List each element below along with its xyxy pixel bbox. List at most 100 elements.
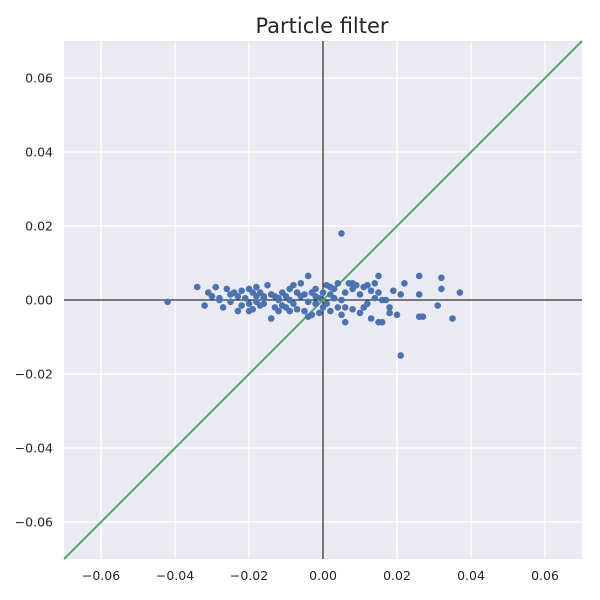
data-point	[290, 281, 297, 289]
data-point	[449, 315, 456, 322]
chart-title: Particle filter	[255, 14, 388, 38]
y-tick-label: −0.06	[15, 515, 53, 530]
y-tick-label: −0.04	[15, 441, 53, 456]
data-point	[304, 298, 312, 306]
data-point	[438, 285, 445, 293]
data-point	[367, 315, 375, 322]
y-tick-label: −0.02	[15, 367, 53, 382]
x-axis-ticks: −0.06 −0.04 −0.02 0.00 0.02 0.04 0.06	[82, 568, 559, 583]
scatter-points	[164, 230, 464, 359]
data-point	[238, 302, 245, 309]
data-point	[201, 302, 208, 309]
data-point	[216, 296, 223, 304]
data-point	[253, 298, 260, 306]
data-point	[330, 294, 338, 302]
data-point	[349, 305, 356, 313]
data-point	[304, 313, 312, 320]
y-tick-label: 0.06	[25, 71, 53, 86]
reference-lines	[63, 40, 583, 560]
x-tick-label: −0.02	[230, 568, 268, 583]
data-point	[341, 289, 349, 296]
data-point	[386, 304, 393, 311]
data-point	[316, 309, 323, 317]
data-point	[319, 289, 327, 296]
data-point	[397, 352, 405, 359]
data-point	[349, 280, 356, 287]
data-point	[390, 287, 397, 295]
x-tick-label: 0.02	[383, 568, 411, 583]
data-point	[275, 296, 282, 304]
data-point	[312, 300, 319, 308]
data-point	[341, 304, 349, 311]
data-point	[234, 307, 242, 315]
data-point	[356, 291, 364, 298]
data-point	[260, 293, 268, 300]
data-point	[338, 230, 345, 237]
data-point	[223, 285, 231, 293]
data-point	[338, 311, 345, 319]
data-point	[253, 283, 260, 291]
data-point	[312, 285, 319, 293]
data-point	[364, 281, 371, 289]
data-point	[212, 283, 219, 291]
data-point	[393, 311, 401, 319]
data-point	[275, 307, 282, 315]
data-point	[267, 315, 275, 322]
data-point	[378, 296, 386, 304]
data-point	[415, 272, 423, 280]
data-point	[397, 291, 405, 298]
data-point	[208, 293, 216, 300]
data-point	[290, 300, 297, 308]
y-tick-label: 0.02	[25, 219, 53, 234]
data-point	[293, 305, 301, 313]
identity-line	[63, 40, 583, 560]
data-point	[286, 307, 294, 315]
data-point	[378, 318, 386, 326]
data-point	[301, 307, 308, 315]
y-tick-label: 0.04	[25, 145, 53, 160]
data-point	[334, 304, 342, 311]
data-point	[438, 274, 445, 282]
data-point	[360, 304, 368, 311]
data-point	[323, 300, 331, 308]
x-tick-label: −0.04	[156, 568, 194, 583]
data-point	[456, 289, 464, 296]
x-tick-label: 0.06	[531, 568, 559, 583]
data-point	[371, 294, 379, 302]
data-point	[371, 280, 379, 287]
data-point	[264, 281, 271, 289]
data-point	[260, 300, 268, 308]
data-point	[238, 287, 245, 295]
data-point	[386, 309, 393, 317]
data-point	[304, 272, 312, 280]
data-point	[415, 291, 423, 298]
data-point	[341, 318, 349, 326]
data-point	[245, 307, 253, 315]
data-point	[301, 291, 308, 298]
data-point	[338, 296, 345, 304]
data-point	[242, 294, 249, 302]
data-point	[164, 298, 171, 306]
data-point	[367, 287, 375, 295]
data-point	[356, 309, 364, 317]
y-tick-label: 0.00	[25, 293, 53, 308]
data-point	[401, 280, 408, 287]
x-tick-label: 0.04	[457, 568, 485, 583]
data-point	[415, 313, 423, 320]
data-point	[193, 283, 201, 291]
data-point	[375, 289, 382, 296]
data-point	[312, 293, 319, 300]
y-axis-ticks: −0.06 −0.04 −0.02 0.00 0.02 0.04 0.06	[15, 71, 53, 530]
x-tick-label: −0.06	[82, 568, 120, 583]
x-tick-label: 0.00	[309, 568, 337, 583]
data-point	[227, 298, 234, 306]
data-point	[334, 280, 342, 287]
data-point	[245, 300, 253, 308]
data-point	[327, 307, 334, 315]
data-point	[234, 293, 242, 300]
data-point	[219, 304, 227, 311]
data-point	[375, 272, 382, 280]
data-point	[327, 283, 334, 291]
data-point	[297, 280, 305, 287]
